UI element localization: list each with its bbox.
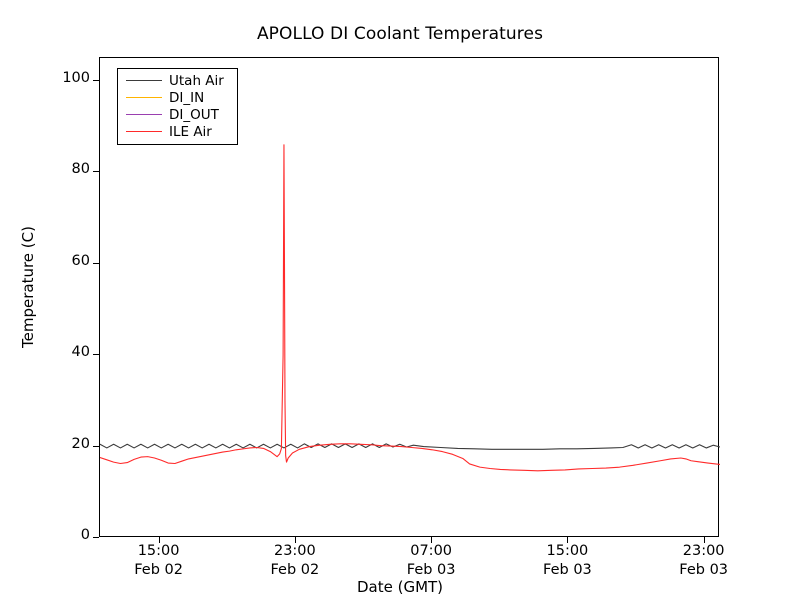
legend-label: DI_OUT <box>169 106 219 123</box>
y-tick-label: 60 <box>71 252 90 269</box>
x-tick-label: 15:00 Feb 02 <box>99 542 219 580</box>
legend-swatch-icon <box>126 80 162 81</box>
y-tick-mark <box>93 171 99 173</box>
x-tick-time: 23:00 <box>682 543 725 559</box>
x-tick-date: Feb 03 <box>543 562 592 578</box>
x-tick-mark <box>431 537 433 543</box>
x-tick-time: 07:00 <box>410 543 453 559</box>
legend-swatch-icon <box>126 131 162 132</box>
legend-label: ILE Air <box>169 123 212 140</box>
y-tick-mark <box>93 537 99 538</box>
legend: Utah Air DI_IN DI_OUT ILE Air <box>117 68 238 145</box>
x-tick-label: 23:00 Feb 03 <box>644 542 764 580</box>
y-tick-label: 100 <box>62 69 90 86</box>
legend-item-ile-air[interactable]: ILE Air <box>118 123 237 140</box>
y-tick-label: 20 <box>71 435 90 452</box>
x-axis-title: Date (GMT) <box>356 578 444 596</box>
x-tick-date: Feb 02 <box>134 562 183 578</box>
x-tick-mark <box>703 537 705 543</box>
y-tick-mark <box>93 79 99 81</box>
legend-swatch-icon <box>126 114 162 115</box>
legend-swatch-icon <box>126 97 162 98</box>
y-tick-label: 0 <box>80 527 90 543</box>
x-tick-label: 07:00 Feb 03 <box>371 542 491 580</box>
x-tick-time: 23:00 <box>273 543 316 559</box>
legend-item-di-in[interactable]: DI_IN <box>118 89 237 106</box>
page-title: APOLLO DI Coolant Temperatures <box>256 24 544 44</box>
x-tick-time: 15:00 <box>137 543 180 559</box>
legend-label: Utah Air <box>169 72 224 89</box>
x-tick-date: Feb 03 <box>406 562 456 578</box>
legend-label: DI_IN <box>169 89 205 106</box>
y-tick-mark <box>93 445 99 447</box>
y-tick-mark <box>93 262 99 264</box>
x-tick-mark <box>158 537 160 543</box>
series-line-ile-air <box>100 144 720 472</box>
x-tick-label: 23:00 Feb 02 <box>235 542 355 580</box>
legend-item-di-out[interactable]: DI_OUT <box>118 106 237 123</box>
x-tick-label: 15:00 Feb 03 <box>507 542 627 580</box>
y-tick-mark <box>93 354 99 356</box>
x-tick-mark <box>567 537 569 543</box>
x-tick-date: Feb 03 <box>679 562 729 578</box>
legend-item-utah-air[interactable]: Utah Air <box>118 72 237 89</box>
y-tick-label: 40 <box>71 344 90 361</box>
series-line-utah-air <box>100 443 720 450</box>
x-tick-mark <box>294 537 296 543</box>
y-tick-label: 80 <box>71 161 90 178</box>
plot-lines <box>100 144 720 472</box>
x-tick-time: 15:00 <box>546 543 589 559</box>
x-tick-date: Feb 02 <box>270 562 320 578</box>
